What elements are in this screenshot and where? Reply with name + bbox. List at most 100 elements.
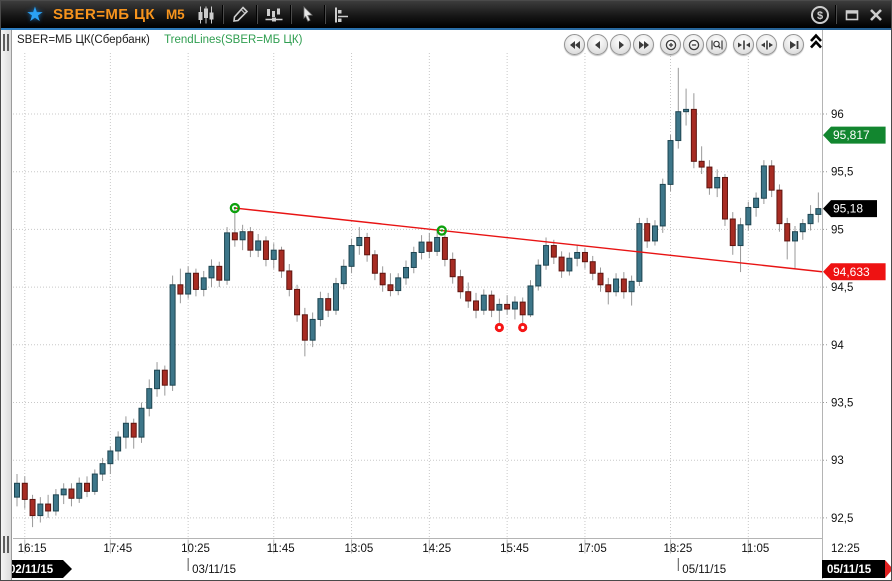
candle (698, 146, 705, 175)
zoom-out-button[interactable] (683, 34, 704, 55)
candle (768, 160, 775, 198)
candle (309, 312, 316, 348)
trendline-anchor[interactable] (229, 202, 240, 214)
candle (177, 268, 184, 304)
svg-text:05/11/15: 05/11/15 (827, 564, 872, 576)
svg-text:94,633: 94,633 (833, 265, 870, 279)
candle (278, 246, 285, 278)
step-backward-button[interactable] (587, 34, 608, 55)
candles-layer (14, 67, 822, 528)
candle (683, 88, 690, 126)
money-icon[interactable]: $ (808, 3, 832, 27)
left-splitter[interactable] (1, 30, 12, 580)
fast-forward-button[interactable] (633, 34, 654, 55)
candle (807, 205, 814, 231)
candle (535, 259, 542, 291)
indicator-slider-icon[interactable] (261, 3, 287, 27)
restore-icon[interactable] (840, 3, 864, 27)
candle (449, 252, 456, 284)
candle (799, 219, 806, 240)
candle (200, 270, 207, 297)
title-bar: ★ SBER=МБ ЦК M5 $ (1, 1, 891, 28)
titlebar-accent-line (1, 28, 891, 30)
candle (208, 259, 215, 288)
squeeze-horizontal-button[interactable] (733, 34, 754, 55)
candle (410, 246, 417, 274)
candle (620, 272, 627, 299)
markers-layer (494, 322, 528, 333)
draw-pencil-icon[interactable] (227, 3, 253, 27)
time-tick-label: 11:05 (741, 543, 769, 555)
trendline-layer[interactable] (229, 202, 823, 273)
candle (356, 227, 363, 255)
candle (161, 365, 168, 396)
levels-icon[interactable] (329, 3, 355, 27)
date-badge-right: 05/11/15 (822, 560, 891, 578)
step-forward-button[interactable] (610, 34, 631, 55)
candle (21, 476, 28, 509)
candle (574, 245, 581, 267)
signal-marker (518, 322, 528, 333)
candle (379, 266, 386, 292)
candle (667, 134, 674, 192)
cursor-icon[interactable] (295, 3, 321, 27)
candle (340, 259, 347, 290)
time-tick-label: 13:05 (345, 543, 374, 555)
price-tick-label: 94 (831, 340, 844, 352)
time-tick-label: 17:05 (578, 543, 607, 555)
collapse-panel-button[interactable] (809, 33, 823, 55)
candle (255, 234, 262, 258)
candle (613, 273, 620, 297)
go-to-end-button[interactable] (783, 34, 804, 55)
candle (138, 402, 145, 443)
candle (216, 261, 223, 288)
candle (792, 225, 798, 269)
candle (115, 431, 122, 461)
fast-backward-button[interactable] (564, 34, 585, 55)
zoom-in-button[interactable] (660, 34, 681, 55)
candle (566, 252, 573, 276)
window-controls: $ (808, 3, 891, 27)
close-icon[interactable] (864, 3, 888, 27)
time-tick-label: 16:15 (18, 543, 47, 555)
toolbar-separator (221, 5, 224, 24)
trendline[interactable] (234, 207, 823, 273)
candle (348, 238, 355, 274)
candle (301, 307, 308, 357)
candle (753, 192, 760, 217)
time-tick-label: 14:25 (422, 543, 451, 555)
candle (784, 217, 791, 260)
candle (52, 489, 59, 516)
candle (714, 169, 721, 198)
candle (60, 483, 67, 505)
legend-series-main[interactable]: SBER=МБ ЦК(Сбербанк) (17, 34, 150, 46)
candlestick-style-icon[interactable] (193, 3, 219, 27)
candle (332, 277, 339, 315)
interval-label[interactable]: M5 (165, 7, 185, 22)
zoom-window-button[interactable] (706, 34, 727, 55)
svg-text:95,817: 95,817 (833, 128, 870, 142)
candle (146, 379, 153, 417)
toolbar-tools (193, 3, 355, 27)
favorite-star-icon[interactable]: ★ (26, 3, 44, 26)
candle (192, 268, 199, 297)
time-tick-label: 11:45 (267, 543, 295, 555)
price-tick-label: 92,5 (831, 513, 853, 525)
candle (457, 269, 464, 299)
candle (550, 239, 557, 265)
time-tick-label: 15:45 (500, 543, 529, 555)
candle (488, 290, 495, 318)
toolbar-separator (255, 5, 258, 24)
candle (169, 275, 176, 391)
candle (395, 273, 402, 296)
price-tick-label: 93,5 (831, 398, 853, 410)
price-axis[interactable]: 96 95,5 95 94,5 94 93,5 93 92,5 (823, 109, 853, 525)
legend-series-trendlines[interactable]: TrendLines(SBER=МБ ЦК) (164, 34, 303, 46)
candle (270, 243, 277, 269)
stretch-horizontal-button[interactable] (756, 34, 777, 55)
axes-layer[interactable] (13, 30, 823, 579)
candle (84, 476, 91, 498)
trendline-anchor[interactable] (436, 225, 447, 236)
time-axis[interactable]: 16:15 17:45 10:25 11:45 13:05 14:25 15:45 17:05… (18, 539, 860, 577)
candle (511, 296, 518, 320)
